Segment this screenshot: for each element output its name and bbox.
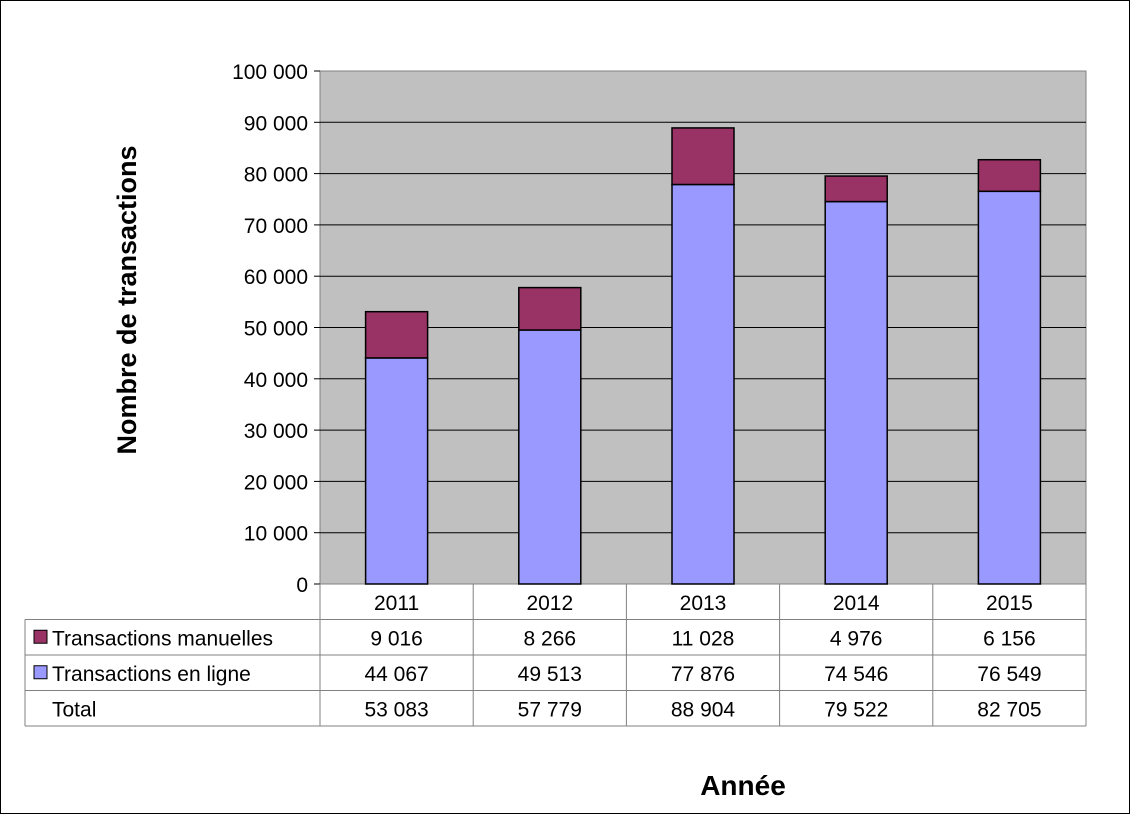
y-tick-label: 70 000 bbox=[244, 215, 308, 238]
data-label: 44 067 bbox=[364, 663, 428, 686]
bar-segment bbox=[977, 158, 1042, 193]
bar-segment bbox=[364, 357, 429, 585]
x-category-label: 2013 bbox=[680, 592, 727, 615]
y-tick-label: 10 000 bbox=[244, 523, 308, 546]
total-value: 82 705 bbox=[977, 698, 1041, 721]
data-label: 74 546 bbox=[824, 663, 888, 686]
x-category-label: 2012 bbox=[526, 592, 573, 615]
y-tick-label: 30 000 bbox=[244, 420, 308, 443]
y-tick-label: 80 000 bbox=[244, 164, 308, 187]
data-label: 11 028 bbox=[672, 627, 735, 650]
y-tick-label: 90 000 bbox=[244, 112, 308, 135]
y-tick-label: 40 000 bbox=[244, 369, 308, 392]
bar-segment bbox=[977, 190, 1042, 585]
bar-segment bbox=[824, 175, 888, 203]
total-value: 57 779 bbox=[518, 698, 582, 721]
bar-segment bbox=[364, 310, 429, 359]
data-label: 4 976 bbox=[830, 627, 883, 650]
x-category-label: 2011 bbox=[374, 592, 419, 615]
y-tick-label: 60 000 bbox=[244, 266, 308, 289]
x-category-label: 2014 bbox=[833, 592, 880, 615]
legend-swatch bbox=[33, 629, 48, 644]
legend-swatch bbox=[33, 665, 48, 680]
total-value: 79 522 bbox=[824, 698, 888, 721]
y-tick-label: 50 000 bbox=[244, 318, 308, 341]
bar-segment bbox=[824, 200, 888, 585]
x-axis-label: Année bbox=[700, 770, 786, 801]
y-tick-labels: 0 10 000 20 000 30 000 40 000 50 000 60 000 70 … bbox=[232, 61, 308, 597]
y-tick-label: 20 000 bbox=[244, 471, 308, 494]
total-value: 53 083 bbox=[364, 698, 428, 721]
data-label: 49 513 bbox=[518, 663, 582, 686]
total-label: Total bbox=[52, 698, 96, 721]
data-label: 76 549 bbox=[977, 663, 1041, 686]
bars bbox=[364, 127, 1042, 585]
total-value: 88 904 bbox=[671, 698, 736, 721]
y-axis-label: Nombre de transactions bbox=[112, 145, 142, 454]
legend-label: Transactions manuelles bbox=[52, 627, 273, 650]
bar-segment bbox=[518, 329, 582, 585]
x-category-label: 2015 bbox=[986, 592, 1033, 615]
bar-segment bbox=[671, 127, 735, 186]
bar-segment bbox=[671, 183, 735, 585]
bar-segment bbox=[518, 286, 582, 331]
data-label: 77 876 bbox=[671, 663, 735, 686]
y-tick-label: 100 000 bbox=[232, 61, 308, 84]
y-tick-label: 0 bbox=[296, 574, 308, 597]
data-label: 9 016 bbox=[370, 627, 423, 650]
data-label: 6 156 bbox=[983, 627, 1036, 650]
legend-label: Transactions en ligne bbox=[52, 663, 251, 686]
data-table: 2011 2012 2013 2014 2015 Transactions manuell… bbox=[24, 584, 1087, 727]
data-label: 8 266 bbox=[524, 627, 577, 650]
